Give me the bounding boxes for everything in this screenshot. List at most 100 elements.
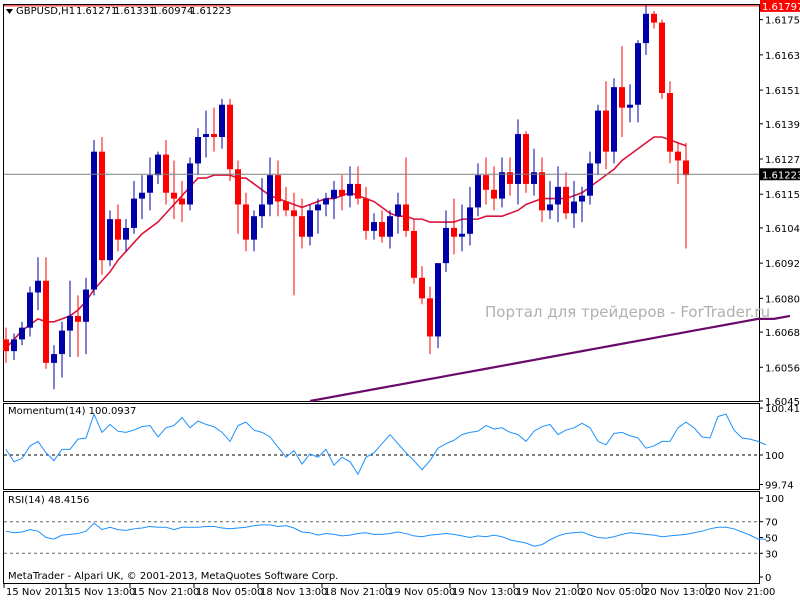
candle [251,210,257,252]
chart-header-open: 1.61271 [76,6,117,17]
candle [411,219,417,284]
candle [611,78,617,164]
candle-body [299,216,305,237]
time-tick-label: 15 Nov 13:00 [68,587,135,598]
candle-body [379,222,385,237]
candle-body [19,327,25,340]
candle-body [43,280,49,363]
candle-body [403,204,409,231]
candle-body [531,172,537,184]
candle [403,157,409,237]
time-tick-label: 18 Nov 13:00 [260,587,327,598]
candle-body [547,204,553,211]
price-tick-label: 1.61510 [765,86,800,97]
candle-body [659,22,665,94]
candle [435,263,441,349]
candle [483,157,489,205]
candle [651,10,657,29]
candle [395,192,401,234]
candle [667,81,673,164]
candle [379,210,385,243]
time-tick-label: 20 Nov 13:00 [644,587,711,598]
candle [451,198,457,255]
ma-slow-line [309,314,791,403]
time-tick-label: 19 Nov 13:00 [452,587,519,598]
candle-body [107,219,113,261]
candle [659,19,665,99]
candle [459,204,465,252]
candle [643,5,649,55]
candle-body [243,204,249,240]
candle [227,98,233,181]
candles-series [3,5,689,390]
price-lines [4,5,759,175]
ma-slow-series [309,314,791,403]
candle [259,178,265,228]
price-tick-label: 1.60450 [765,397,800,408]
candle [107,210,113,267]
candle [419,266,425,305]
candle [571,181,577,228]
price-tick-label: 1.61040 [765,224,800,235]
candle-body [507,172,513,184]
candle-body [99,151,105,261]
candle [531,148,537,196]
candle [187,157,193,211]
candle-body [459,233,465,237]
candle-body [595,110,601,164]
candle [443,210,449,272]
candle [123,219,129,252]
candle [235,160,241,234]
candle-body [59,330,65,355]
candle-body [283,201,289,211]
candle-body [323,198,329,205]
chart-header-symbol: GBPUSD,H1 [16,6,75,17]
candle-body [187,163,193,205]
time-tick-label: 15 Nov 21:00 [132,587,199,598]
candle-body [235,169,241,205]
candle [347,166,353,208]
momentum-tick-label: 100 [765,451,784,462]
candle-body [123,227,129,240]
candle [323,192,329,217]
chart-menu-arrow-icon[interactable] [6,9,13,14]
candle [499,157,505,208]
candle-body [35,280,41,293]
candle-body [643,13,649,44]
candle [363,186,369,240]
price-tick-label: 1.61275 [765,155,800,166]
candle-body [219,104,225,137]
candle [267,157,273,217]
time-tick-label: 18 Nov 21:00 [324,587,391,598]
candle [59,321,65,378]
candle-body [147,175,153,193]
candle-body [275,175,281,202]
candle [595,104,601,176]
candle [211,107,217,152]
price-tick-label: 1.60685 [765,328,800,339]
momentum-tick-label: 99.74 [765,480,794,491]
price-tick-label: 1.61630 [765,51,800,62]
candle [547,181,553,220]
candle [243,192,249,252]
candle [475,163,481,217]
rsi-series: 100 70 50 30 0 [4,494,784,584]
rsi-label: RSI(14) 48.4156 [8,495,89,506]
candle-body [155,154,161,176]
candle-body [667,93,673,152]
candle [491,166,497,211]
candle-body [171,192,177,199]
time-tick-label: 19 Nov 05:00 [388,587,455,598]
candle [683,142,689,249]
candle-body [539,172,545,211]
candle [627,84,633,123]
candle-body [443,227,449,264]
candle [131,181,137,234]
candle [99,137,105,275]
momentum-tick-label: 100.4142 [765,404,800,415]
candle [3,327,9,363]
candle-body [331,189,337,199]
candle [51,345,57,390]
candle [155,151,161,184]
